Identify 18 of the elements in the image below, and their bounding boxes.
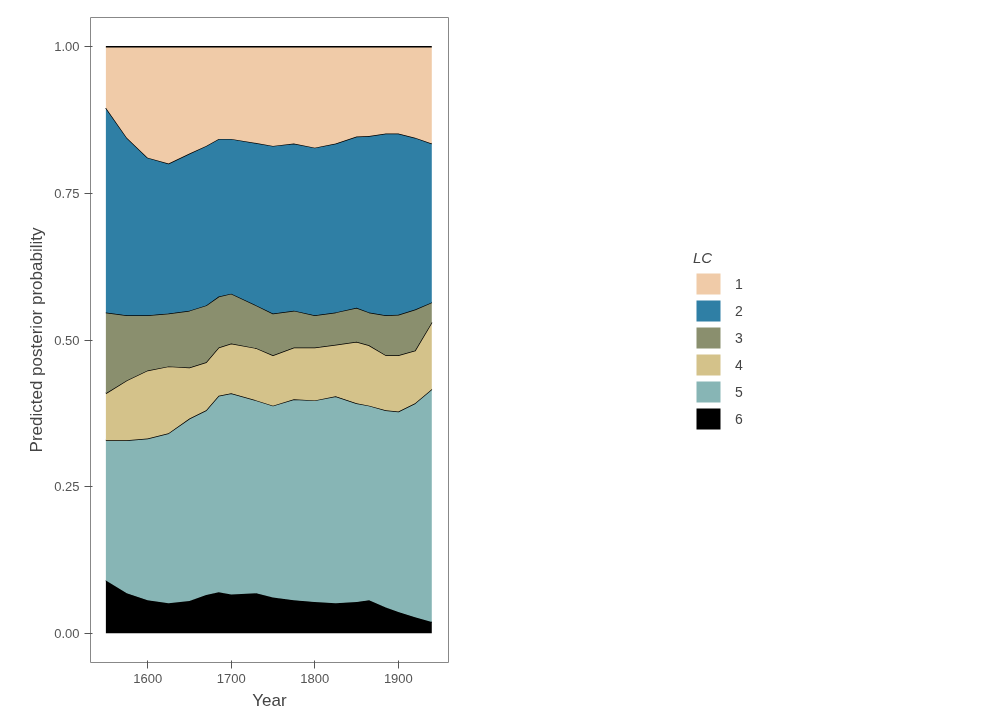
- legend-label: 3: [735, 329, 744, 345]
- legend-label: 1: [735, 275, 744, 291]
- y-tick-label: 0.00: [54, 625, 80, 641]
- y-tick-label: 1.00: [54, 39, 80, 55]
- y-tick-label: 0.25: [54, 479, 80, 495]
- legend-label: 6: [735, 410, 744, 426]
- legend-label: 2: [735, 302, 744, 318]
- x-tick-label: 1800: [300, 670, 330, 686]
- y-tick-label: 0.50: [54, 332, 80, 348]
- legend-title: LC: [693, 248, 714, 265]
- y-axis-title: Predicted posterior probability: [27, 227, 47, 453]
- x-tick-label: 1700: [216, 670, 246, 686]
- x-tick-label: 1900: [383, 670, 413, 686]
- legend-label: 4: [735, 356, 744, 372]
- x-axis-title: Year: [252, 690, 288, 710]
- legend-label: 5: [735, 383, 744, 399]
- y-tick-label: 0.75: [54, 185, 80, 201]
- x-tick-label: 1600: [133, 670, 163, 686]
